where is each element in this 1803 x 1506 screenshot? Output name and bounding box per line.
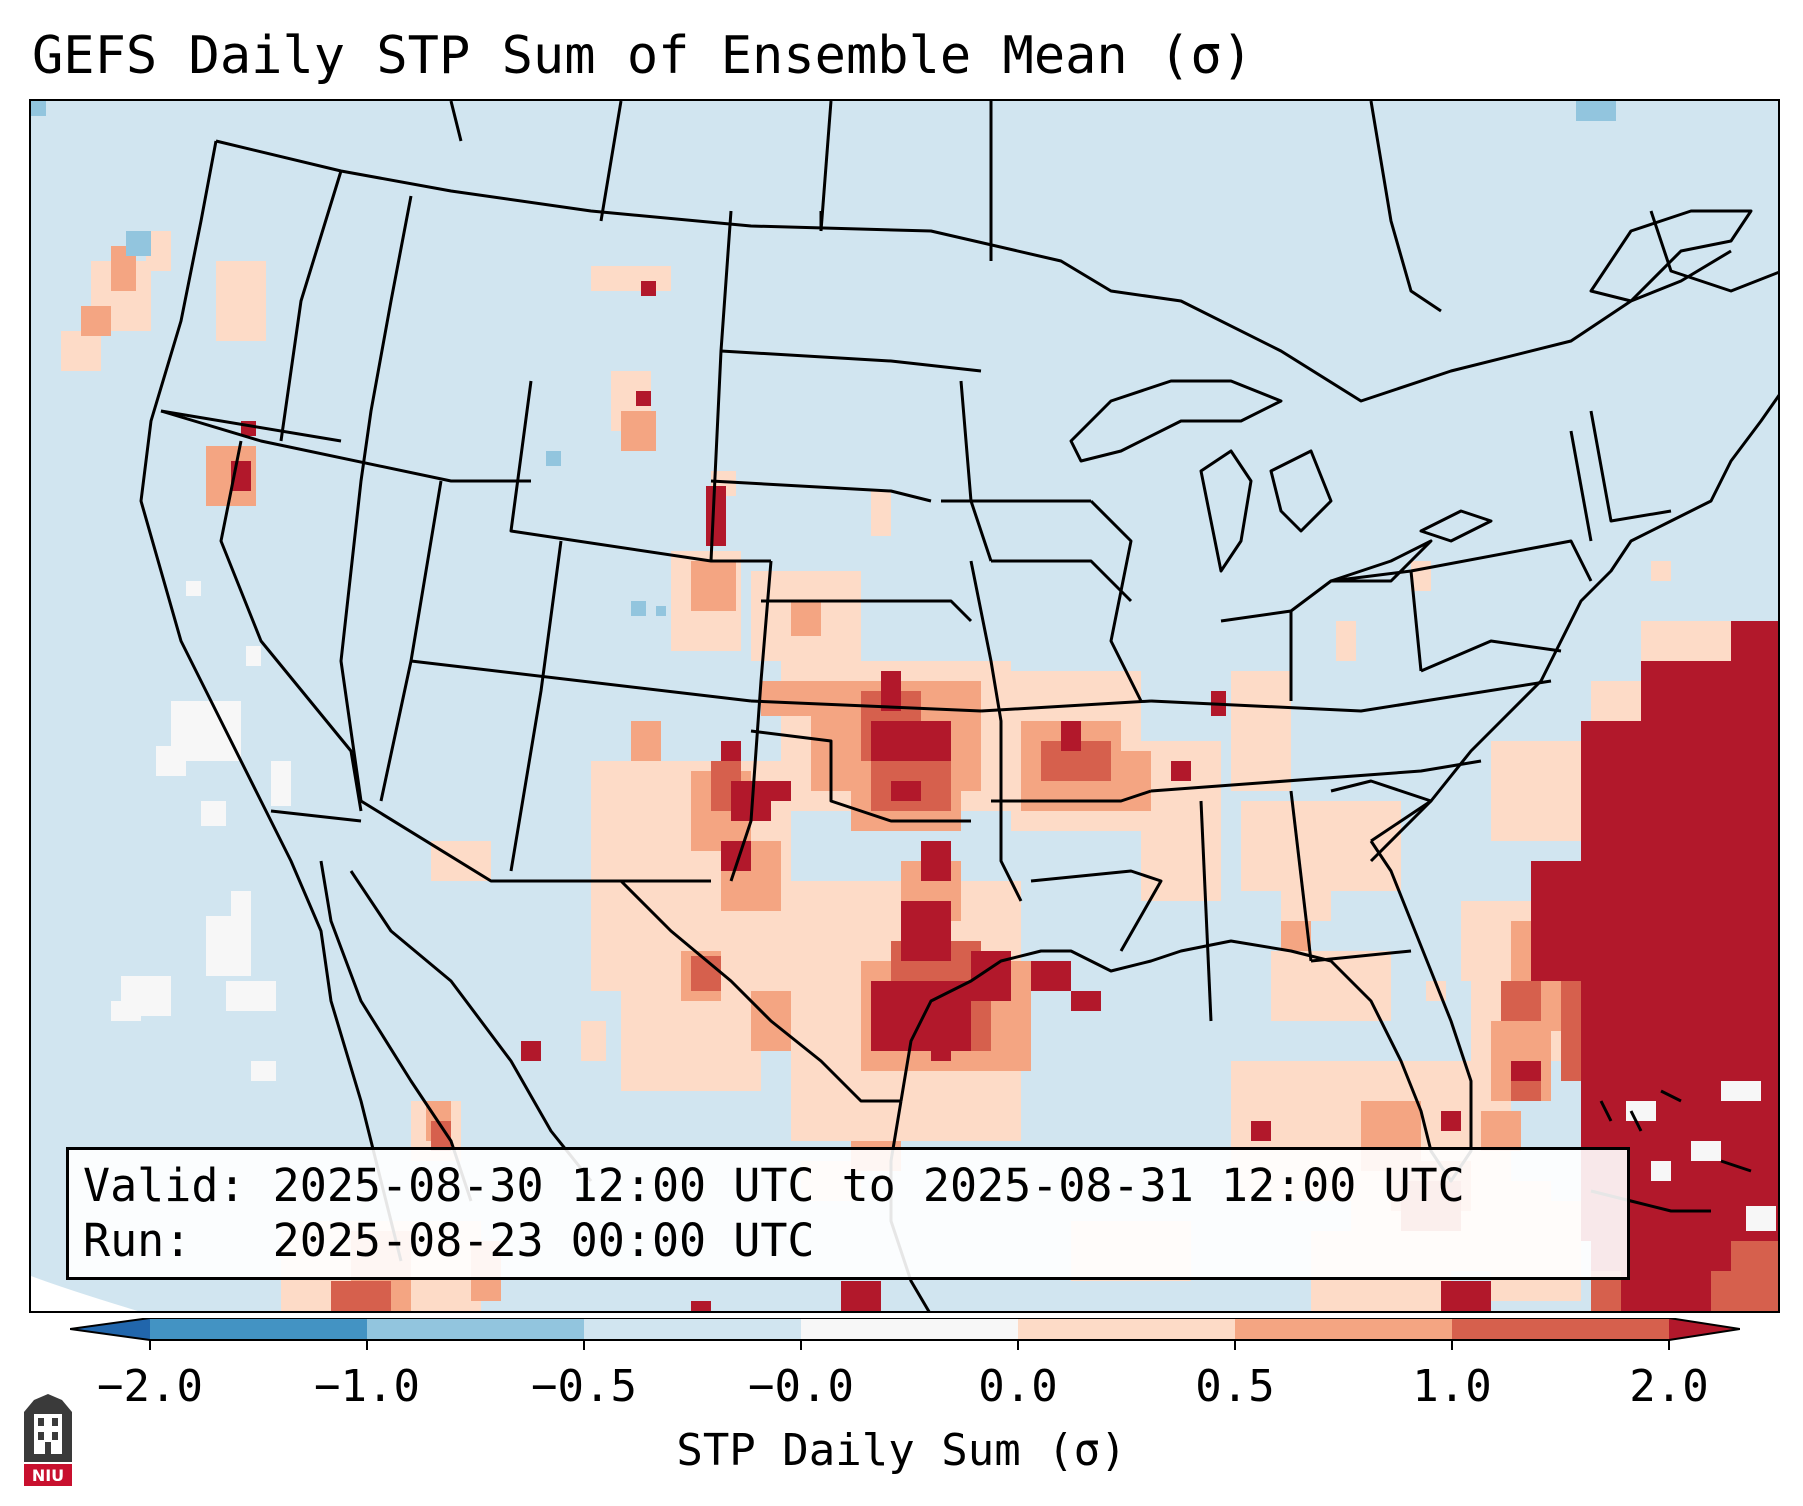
colorbar-extend-min bbox=[70, 1318, 150, 1340]
colorbar-bin-neg1-neg05 bbox=[367, 1318, 584, 1340]
chart-title: GEFS Daily STP Sum of Ensemble Mean (σ) bbox=[32, 26, 1253, 86]
tick-label: −0.5 bbox=[531, 1361, 637, 1412]
valid-run-info-box: Valid: 2025-08-30 12:00 UTC to 2025-08-3… bbox=[66, 1147, 1630, 1280]
run-row: Run: 2025-08-23 00:00 UTC bbox=[83, 1213, 1613, 1268]
tick-label: 0.5 bbox=[1195, 1361, 1275, 1412]
colorbar-bin-neg2-neg1 bbox=[150, 1318, 367, 1340]
valid-row: Valid: 2025-08-30 12:00 UTC to 2025-08-3… bbox=[83, 1158, 1613, 1213]
tick-label: 2.0 bbox=[1629, 1361, 1709, 1412]
run-text: 2025-08-23 00:00 UTC bbox=[272, 1214, 815, 1267]
holes bbox=[1626, 1081, 1776, 1231]
map-panel bbox=[29, 99, 1780, 1313]
tick-label: −0.0 bbox=[748, 1361, 854, 1412]
colorbar-bin-0-0 bbox=[801, 1318, 1018, 1340]
colorbar-bin-neg05-0 bbox=[584, 1318, 801, 1340]
dark-red-cells bbox=[231, 281, 1778, 1311]
colorbar-bin-1-2 bbox=[1452, 1318, 1669, 1340]
map-svg bbox=[31, 101, 1778, 1311]
tick-label: 1.0 bbox=[1412, 1361, 1492, 1412]
colorbar-bin-05-1 bbox=[1235, 1318, 1452, 1340]
colorbar-bin-0-05 bbox=[1018, 1318, 1235, 1340]
colorbar bbox=[70, 1318, 1740, 1350]
tick-label: −1.0 bbox=[314, 1361, 420, 1412]
niu-logo-icon: NIU bbox=[24, 1394, 72, 1486]
boundaries bbox=[139, 101, 1778, 1311]
blue-cells bbox=[31, 101, 1616, 616]
white-cells bbox=[111, 581, 1756, 1311]
logo-text: NIU bbox=[32, 1466, 64, 1485]
run-label: Run: bbox=[83, 1214, 192, 1267]
valid-text: 2025-08-30 12:00 UTC to 2025-08-31 12:00… bbox=[272, 1159, 1465, 1212]
valid-label: Valid: bbox=[83, 1159, 246, 1212]
tick-label: 0.0 bbox=[978, 1361, 1058, 1412]
colorbar-tick-marks bbox=[149, 1340, 1670, 1350]
tick-label: −2.0 bbox=[97, 1361, 203, 1412]
colorbar-label: STP Daily Sum (σ) bbox=[676, 1425, 1127, 1476]
colorbar-extend-max bbox=[1669, 1318, 1740, 1340]
